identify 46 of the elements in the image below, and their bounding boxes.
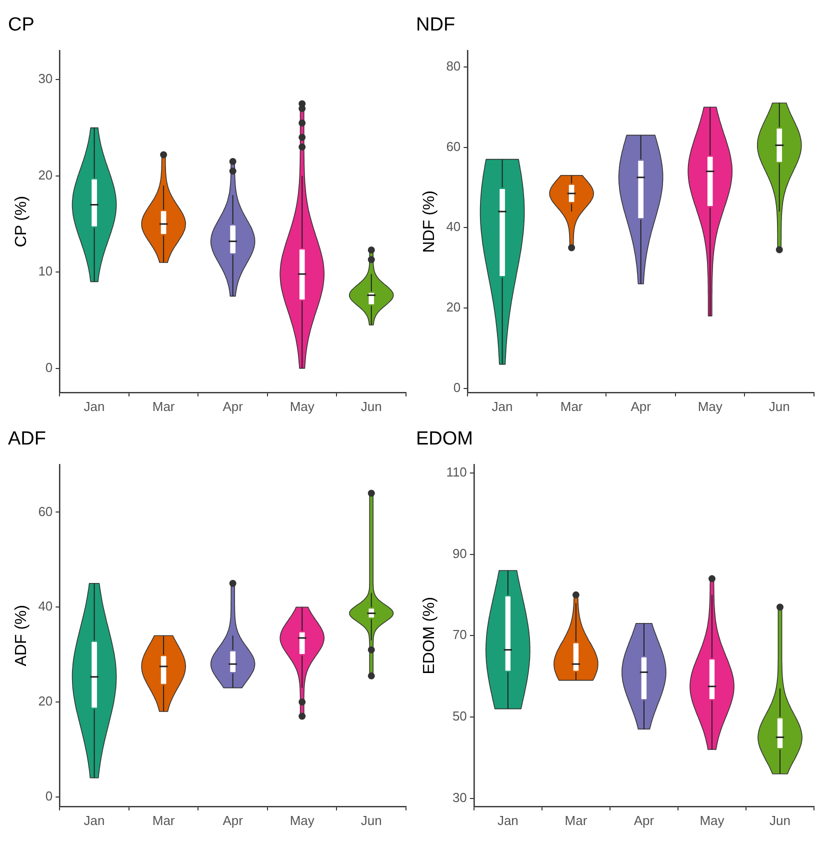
x-tick-label: Jun [770,812,790,828]
x-tick-label: Jun [768,398,790,414]
y-axis-title: ADF (%) [13,604,30,666]
x-tick-label: May [290,398,315,414]
chart-title: ADF [8,428,46,450]
x-tick-label: Mar [152,812,176,828]
y-tick-label: 60 [38,504,53,519]
y-tick-label: 30 [38,71,53,86]
y-tick-label: 70 [452,627,467,642]
x-tick-label: Jan [84,398,105,414]
y-tick-label: 50 [452,708,467,724]
y-tick-label: 20 [38,167,53,182]
y-axis-title: CP (%) [13,196,30,248]
x-tick-label: Apr [222,812,244,828]
x-tick-label: Jan [497,812,518,828]
x-tick-label: May [700,812,725,828]
x-tick-label: Jun [360,812,382,828]
y-tick-label: 40 [38,598,53,614]
y-tick-label: 20 [38,694,53,709]
y-tick-label: 10 [38,264,53,279]
x-tick-label: Jun [360,398,382,414]
y-tick-label: 40 [446,219,461,234]
chart-title: NDF [416,14,456,36]
y-tick-label: 0 [453,380,461,395]
x-tick-label: Mar [564,812,588,828]
y-tick-label: 80 [446,58,461,74]
y-tick-label: 0 [45,360,53,375]
x-tick-label: Jan [84,812,105,828]
x-tick-label: May [698,398,723,414]
x-tick-label: Mar [560,398,584,414]
y-axis-title: NDF (%) [421,190,438,253]
y-tick-label: 30 [452,790,467,805]
y-tick-label: 110 [446,464,467,480]
x-tick-label: Apr [630,398,652,414]
x-tick-label: Mar [152,398,176,414]
chart-title: EDOM [416,428,473,450]
x-tick-label: Apr [222,398,244,414]
x-tick-label: Apr [634,812,655,828]
y-tick-label: 20 [446,300,461,315]
y-tick-label: 60 [446,138,461,154]
x-tick-label: Jan [492,398,513,414]
chart-title: CP [8,14,34,36]
x-tick-label: May [290,812,315,828]
y-tick-label: 0 [45,788,53,804]
y-axis-title: EDOM (%) [421,596,438,674]
y-tick-label: 90 [452,546,467,561]
